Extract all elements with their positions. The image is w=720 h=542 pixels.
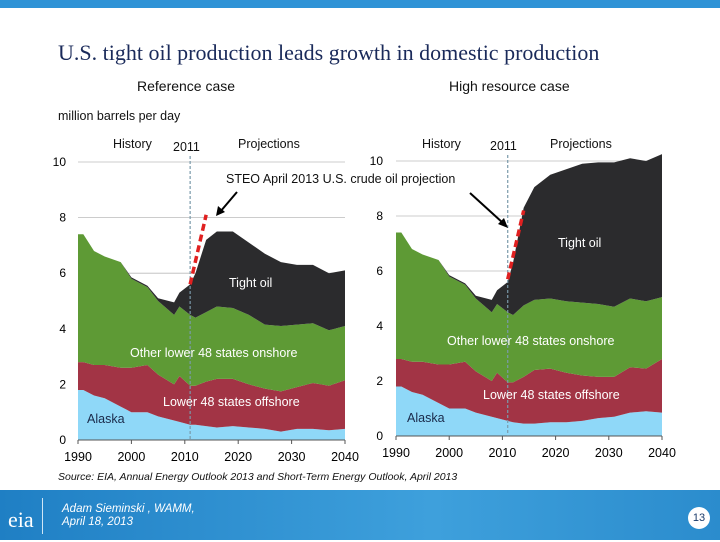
x-tick-label: 1990 (64, 450, 92, 464)
x-tick-label: 2040 (331, 450, 359, 464)
label-tight-oil-right: Tight oil (558, 236, 602, 250)
history-label-left: History (113, 137, 152, 151)
history-label-right: History (422, 137, 461, 151)
label-tight-oil-left: Tight oil (229, 276, 273, 290)
eia-logo: eia (8, 498, 43, 534)
reference-case-title: Reference case (137, 78, 236, 94)
steo-projection-line (188, 214, 208, 285)
source-note: Source: EIA, Annual Energy Outlook 2013 … (58, 471, 458, 483)
label-offshore-right: Lower 48 states offshore (483, 388, 620, 402)
x-tick-label: 2020 (224, 450, 252, 464)
x-tick-label: 2000 (117, 450, 145, 464)
x-tick-label: 2040 (648, 446, 676, 460)
y-tick-label: 0 (376, 429, 383, 443)
y-tick-label: 2 (376, 374, 383, 388)
label-alaska-left: Alaska (87, 412, 125, 426)
arrow-head-left (216, 206, 225, 216)
area-tight-oil (78, 231, 345, 331)
area-lower-48-states-offshore (396, 359, 662, 424)
y-tick-label: 10 (53, 155, 67, 169)
page-number: 13 (688, 507, 710, 529)
label-onshore-left: Other lower 48 states onshore (130, 346, 298, 360)
chart-0: 0 2 4 6 8 10 1990 2000 2010 2020 2030 2040 (53, 155, 359, 464)
x-tick-label: 2010 (171, 450, 199, 464)
label-onshore-right: Other lower 48 states onshore (447, 334, 615, 348)
projections-label-left: Projections (238, 137, 300, 151)
x-tick-label: 2030 (595, 446, 623, 460)
author-text: Adam Sieminski , WAMM, (62, 503, 195, 515)
steo-projection-line (506, 210, 526, 280)
x-tick-label: 2030 (278, 450, 306, 464)
date-text: April 18, 2013 (62, 516, 133, 528)
x-tick-label: 2020 (542, 446, 570, 460)
footer-author: Adam Sieminski , WAMM, April 18, 2013 (62, 503, 222, 529)
projections-label-right: Projections (550, 137, 612, 151)
y-tick-label: 6 (59, 266, 66, 280)
arrow-left (219, 191, 238, 213)
area-alaska (396, 386, 662, 436)
x-tick-label: 2010 (488, 446, 516, 460)
footer-band (0, 490, 720, 540)
arrow-head-right (498, 218, 508, 228)
divider-label-left: 2011 (173, 140, 200, 154)
y-tick-label: 0 (59, 433, 66, 447)
area-tight-oil (396, 154, 662, 315)
chart-1: 0 2 4 6 8 10 1990 2000 2010 2020 2030 2040 (370, 154, 676, 460)
label-offshore-left: Lower 48 states offshore (163, 395, 300, 409)
x-tick-label: 2000 (435, 446, 463, 460)
slide-title: U.S. tight oil production leads growth i… (58, 40, 600, 65)
top-accent-bar (0, 0, 720, 8)
high-resource-case-title: High resource case (449, 78, 570, 94)
area-other-lower-48-states-onshore (396, 232, 662, 383)
area-lower-48-states-offshore (78, 362, 345, 432)
arrow-right (469, 192, 504, 224)
area-other-lower-48-states-onshore (78, 234, 345, 392)
y-tick-label: 10 (370, 154, 384, 168)
x-tick-label: 1990 (382, 446, 410, 460)
unit-label: million barrels per day (58, 109, 181, 123)
y-tick-label: 6 (376, 264, 383, 278)
y-tick-label: 4 (59, 322, 66, 336)
divider-label-right: 2011 (490, 139, 517, 153)
steo-annotation: STEO April 2013 U.S. crude oil projectio… (226, 172, 456, 186)
y-tick-label: 8 (59, 211, 66, 225)
y-tick-label: 4 (376, 319, 383, 333)
area-alaska (78, 389, 345, 440)
y-tick-label: 8 (376, 209, 383, 223)
label-alaska-right: Alaska (407, 411, 445, 425)
y-tick-label: 2 (59, 377, 66, 391)
